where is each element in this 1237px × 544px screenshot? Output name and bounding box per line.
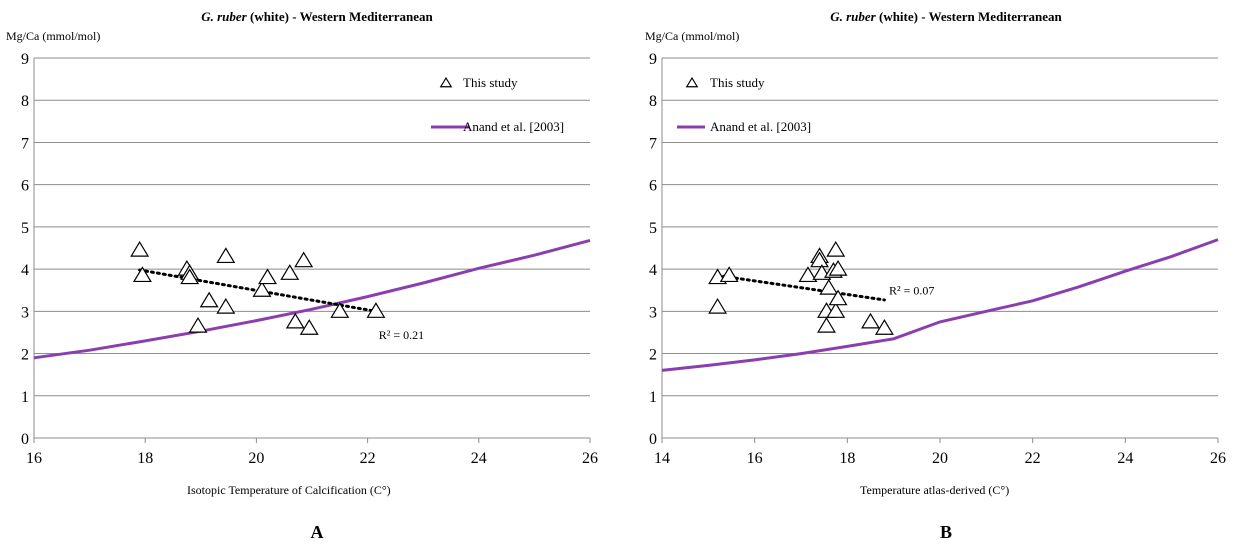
y-tick-label: 3 <box>649 304 657 321</box>
y-tick-label: 5 <box>21 220 29 237</box>
data-point <box>294 251 314 268</box>
data-point <box>216 247 236 264</box>
legend-this-study: This study <box>463 75 518 90</box>
chart-title: G. ruber (white) - Western Mediterranean <box>201 9 433 24</box>
data-point <box>130 240 150 257</box>
title-rest: (white) - Western Mediterranean <box>247 9 434 24</box>
title-rest: (white) - Western Mediterranean <box>876 9 1063 24</box>
data-point <box>798 266 818 283</box>
y-tick-label: 2 <box>21 347 29 364</box>
y-tick-label: 8 <box>649 93 657 110</box>
legend-anand: Anand et al. [2003] <box>710 119 811 134</box>
y-tick-label: 0 <box>649 431 657 448</box>
data-point <box>708 297 728 314</box>
y-tick-label: 6 <box>649 178 657 195</box>
data-point <box>180 268 200 285</box>
x-axis-label: Temperature atlas-derived (C°) <box>860 483 1009 497</box>
data-point <box>861 312 880 329</box>
data-point <box>188 316 208 333</box>
y-tick-label: 7 <box>649 135 657 152</box>
data-point <box>828 259 848 276</box>
x-tick-label: 22 <box>1025 450 1041 467</box>
x-tick-label: 20 <box>932 450 948 467</box>
data-point <box>810 251 829 268</box>
r-squared-label: R² = 0.07 <box>889 283 934 297</box>
data-point <box>817 316 836 333</box>
chart-panel-b: G. ruber (white) - Western Mediterranean… <box>645 9 1226 542</box>
trendline <box>716 273 886 302</box>
data-point <box>719 266 739 283</box>
chart-panel-a: G. ruber (white) - Western Mediterranean… <box>6 9 598 542</box>
data-point <box>826 240 846 257</box>
data-point <box>199 291 219 308</box>
data-point <box>132 266 152 283</box>
y-tick-label: 1 <box>21 389 29 406</box>
legend-this-study: This study <box>710 75 765 90</box>
legend-triangle-icon <box>685 76 699 88</box>
data-point <box>828 289 848 306</box>
data-point <box>285 312 305 329</box>
y-tick-label: 0 <box>21 431 29 448</box>
chart-title: G. ruber (white) - Western Mediterranean <box>830 9 1062 24</box>
y-axis-label: Mg/Ca (mmol/mol) <box>6 29 100 43</box>
y-tick-label: 4 <box>21 262 29 279</box>
y-tick-label: 3 <box>21 304 29 321</box>
x-tick-label: 24 <box>471 450 487 467</box>
y-tick-label: 9 <box>21 51 29 68</box>
x-tick-label: 26 <box>1210 450 1226 467</box>
r-squared-label: R² = 0.21 <box>379 328 424 342</box>
x-tick-label: 18 <box>137 450 153 467</box>
data-point <box>299 319 319 335</box>
data-point <box>819 278 839 295</box>
data-point <box>330 302 350 318</box>
y-tick-label: 8 <box>21 93 29 110</box>
panel-label: A <box>311 522 324 542</box>
data-point <box>252 281 272 297</box>
panel-label: B <box>940 522 952 542</box>
legend-anand: Anand et al. [2003] <box>463 119 564 134</box>
title-species: G. ruber <box>830 9 876 24</box>
x-tick-label: 26 <box>582 450 598 467</box>
y-axis-label: Mg/Ca (mmol/mol) <box>645 29 739 43</box>
anand-2003-curve <box>661 238 1219 372</box>
data-point <box>826 302 846 318</box>
data-point <box>874 319 894 335</box>
y-tick-label: 2 <box>649 347 657 364</box>
x-tick-label: 14 <box>654 450 670 467</box>
x-tick-label: 16 <box>747 450 763 467</box>
y-tick-label: 9 <box>649 51 657 68</box>
data-point <box>366 302 386 318</box>
x-tick-label: 24 <box>1117 450 1133 467</box>
y-tick-label: 6 <box>21 178 29 195</box>
title-species: G. ruber <box>201 9 247 24</box>
data-point <box>216 297 236 314</box>
x-tick-label: 18 <box>839 450 855 467</box>
x-tick-label: 20 <box>248 450 264 467</box>
legend-triangle-icon <box>439 76 453 88</box>
y-tick-label: 5 <box>649 220 657 237</box>
y-tick-label: 1 <box>649 389 657 406</box>
y-tick-label: 4 <box>649 262 657 279</box>
x-tick-label: 16 <box>26 450 42 467</box>
data-point <box>258 268 277 285</box>
x-tick-label: 22 <box>360 450 376 467</box>
anand-2003-curve <box>33 238 591 360</box>
data-point <box>280 264 300 280</box>
x-axis-label: Isotopic Temperature of Calcification (C… <box>187 483 391 497</box>
y-tick-label: 7 <box>21 135 29 152</box>
